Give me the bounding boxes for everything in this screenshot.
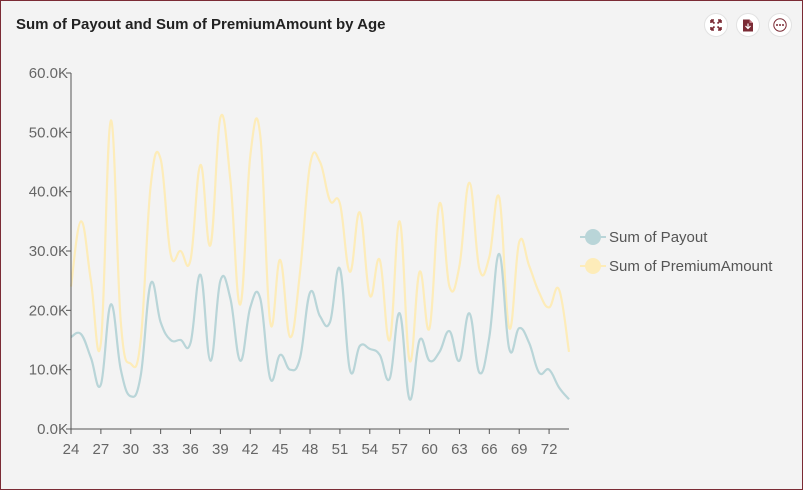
x-tick-label: 45 — [272, 441, 289, 458]
x-tick-label: 66 — [481, 441, 498, 458]
x-tick-label: 63 — [451, 441, 468, 458]
expand-button[interactable] — [704, 13, 728, 37]
x-tick-label: 33 — [152, 441, 169, 458]
y-tick-label: 40.0K — [29, 184, 68, 201]
legend-label: Sum of PremiumAmount — [609, 258, 773, 275]
y-tick-label: 30.0K — [29, 243, 68, 260]
x-tick-label: 48 — [302, 441, 319, 458]
export-pdf-icon — [743, 19, 753, 31]
x-tick-label: 69 — [511, 441, 528, 458]
more-options-icon — [773, 18, 787, 32]
legend-label: Sum of Payout — [609, 229, 708, 246]
series-lines — [69, 113, 571, 401]
y-tick-label: 10.0K — [29, 362, 68, 379]
x-tick-label: 30 — [122, 441, 139, 458]
y-tick-label: 0.0K — [37, 421, 68, 438]
export-pdf-button[interactable] — [736, 13, 760, 37]
axes: 0.0K 10.0K 20.0K 30.0K 40.0K 50.0K 60.0K 24 27 30… — [29, 65, 569, 458]
chart-toolbar — [704, 13, 792, 37]
expand-icon — [710, 19, 722, 31]
x-tick-label: 24 — [63, 441, 80, 458]
y-tick-label: 50.0K — [29, 124, 68, 141]
chart-title: Sum of Payout and Sum of PremiumAmount b… — [16, 16, 386, 33]
x-tick-label: 42 — [242, 441, 259, 458]
legend: Sum of Payout Sum of PremiumAmount — [580, 229, 773, 275]
series-line-payout — [70, 252, 570, 401]
x-tick-label: 72 — [541, 441, 558, 458]
x-tick-label: 51 — [332, 441, 349, 458]
x-tick-label: 36 — [182, 441, 199, 458]
y-tick-label: 20.0K — [29, 302, 68, 319]
y-tick-label: 60.0K — [29, 65, 68, 82]
x-tick-label: 39 — [212, 441, 229, 458]
x-tick-label: 27 — [93, 441, 110, 458]
line-chart: 0.0K 10.0K 20.0K 30.0K 40.0K 50.0K 60.0K 24 27 30… — [29, 65, 773, 458]
x-tick-label: 57 — [391, 441, 408, 458]
series-line-premium — [69, 113, 571, 369]
more-options-button[interactable] — [768, 13, 792, 37]
x-tick-label: 60 — [421, 441, 438, 458]
x-tick-label: 54 — [361, 441, 378, 458]
